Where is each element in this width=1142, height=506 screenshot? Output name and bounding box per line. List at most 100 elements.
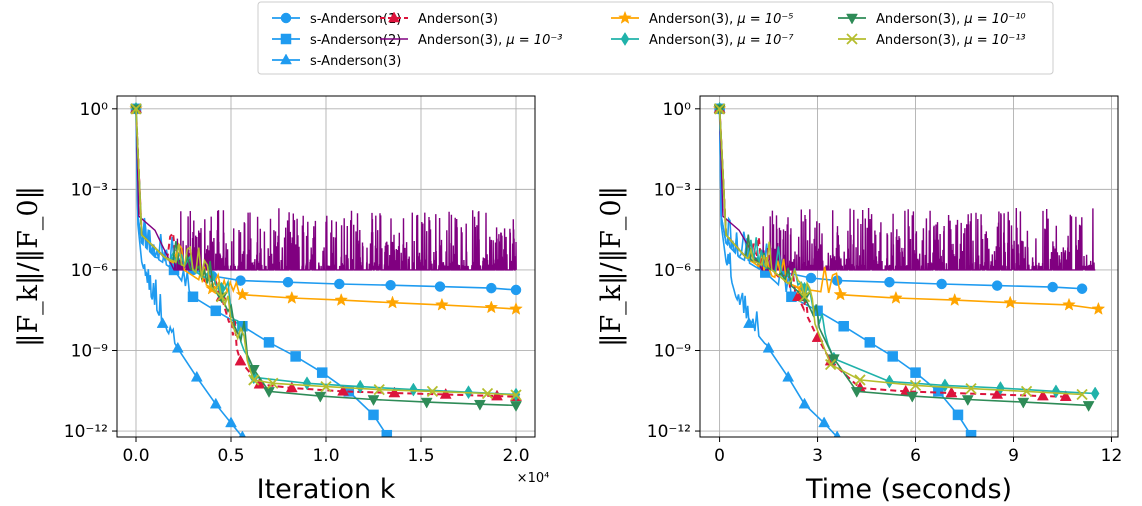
left-series-anderson-3-10-point-8 (367, 395, 380, 406)
right-axes-frame (699, 95, 1119, 438)
left-series-anderson-3-10-point-6 (302, 376, 312, 391)
left-series-s-anderson-3-point-4 (156, 317, 169, 328)
right-series-s-anderson-2-point-9 (887, 351, 898, 362)
left-series-anderson-3-10-point-0 (130, 103, 142, 115)
right-series-s-anderson-3-point-6 (782, 370, 795, 382)
left-series-anderson-3-10-point-11 (509, 301, 523, 315)
right-series-anderson-3-10-point-5 (824, 358, 837, 371)
legend-marker-anderson-3-10 (846, 33, 858, 45)
left-series-anderson-3-point-5 (234, 354, 247, 366)
legend-label-s-anderson-2: s-Anderson(2) (310, 33, 401, 48)
left-series-anderson-3-point-10 (439, 387, 452, 399)
left-y-tick-label-3: 10⁻⁹ (71, 341, 109, 361)
left-series-s-anderson-2-point-9 (290, 351, 301, 362)
left-y-tick-label-4: 10⁻¹² (64, 422, 108, 442)
left-series-anderson-3-10-point-9 (420, 397, 433, 409)
right-x-tick-label-4: 12 (1101, 446, 1123, 466)
left-series-anderson-3-10-point-11 (510, 401, 522, 412)
left-plot-area (129, 101, 523, 437)
right-series-anderson-3-10-point-5 (833, 287, 848, 301)
left-series-anderson-3-10-point-7 (320, 381, 332, 393)
right-y-tick-label-1: 10⁻³ (654, 180, 691, 200)
left-y-axis-label: ‖F_k‖/‖F_0‖ (13, 186, 44, 347)
right-series-anderson-3-10-line (718, 108, 1083, 396)
left-series-anderson-3-10-point-10 (484, 300, 499, 314)
right-y-tick-label-2: 10⁻⁶ (654, 261, 692, 281)
right-x-tick-label-0: 0 (714, 446, 725, 466)
right-series-s-anderson-2-point-8 (864, 337, 876, 348)
right-y-tick-label-3: 10⁻⁹ (654, 341, 692, 361)
left-series-s-anderson-1-point-12 (486, 282, 497, 294)
right-series-s-anderson-3-line (718, 108, 838, 437)
legend-marker-s-anderson-3 (280, 53, 292, 65)
right-series-s-anderson-1-point-9 (936, 278, 947, 290)
right-series-anderson-3-10-point-6 (889, 290, 903, 304)
right-series-anderson-3-10-point-10 (1076, 388, 1088, 401)
legend-marker-anderson-3 (388, 11, 400, 23)
right-x-tick-label-2: 6 (910, 446, 921, 466)
right-series-s-anderson-1-point-12 (1076, 283, 1088, 294)
left-series-anderson-3-point-7 (285, 381, 298, 393)
left-x-axis-label: Iteration k (257, 474, 396, 505)
right-series-anderson-3-10-point-6 (854, 374, 866, 386)
right-x-tick-label-3: 9 (1008, 446, 1019, 466)
left-x-tick-label-3: 1.5 (407, 446, 434, 466)
right-series-anderson-3-10-point-7 (906, 391, 919, 403)
right-series-anderson-3-10-point-9 (1017, 397, 1030, 409)
right-series-s-anderson-3-point-9 (833, 430, 841, 437)
left-series-anderson-3-10-point-11 (510, 389, 522, 401)
legend-label-anderson-3-10: Anderson(3), μ = 10⁻⁵ (649, 12, 793, 27)
left-series-s-anderson-1-point-9 (334, 278, 345, 290)
left-series-anderson-3-point-8 (337, 384, 350, 396)
left-x-tick-label-0: 0.0 (122, 446, 149, 466)
right-chart-panel: 0 3 6 9 12 10⁰ 10⁻³ 10⁻⁶ 10⁻⁹ 10⁻¹² Time (seconds)… (596, 95, 1123, 505)
right-series-anderson-3-point-9 (945, 386, 958, 398)
right-x-axis-label: Time (seconds) (805, 474, 1012, 505)
legend-label-anderson-3-10: Anderson(3), μ = 10⁻¹⁰ (876, 12, 1026, 27)
right-series-anderson-3-point-12 (1059, 390, 1072, 401)
legend-label-s-anderson-3: s-Anderson(3) (310, 54, 401, 69)
left-series-anderson-3-10-point-4 (215, 291, 228, 303)
legend-label-anderson-3-10: Anderson(3), μ = 10⁻³ (418, 33, 562, 48)
right-series-anderson-3-10-line (718, 108, 1099, 310)
legend-label-anderson-3: Anderson(3) (418, 12, 498, 27)
left-y-tick-label-0: 10⁰ (80, 100, 109, 120)
left-series-s-anderson-1-point-10 (385, 279, 396, 291)
legend-label-anderson-3-10: Anderson(3), μ = 10⁻¹³ (876, 33, 1026, 48)
left-series-s-anderson-1-point-8 (282, 276, 294, 288)
left-series-anderson-3-point-9 (388, 386, 401, 398)
left-x-tick-label-1: 0.5 (217, 446, 244, 466)
left-series-anderson-3-10-point-5 (235, 287, 250, 301)
left-series-anderson-3-10-point-9 (426, 385, 439, 398)
left-series-anderson-3-point-11 (491, 389, 503, 401)
left-series-anderson-3-10-point-5 (248, 374, 260, 386)
right-series-anderson-3-10-point-8 (961, 395, 974, 406)
left-series-s-anderson-1-point-11 (434, 281, 446, 292)
right-y-tick-label-4: 10⁻¹² (647, 422, 691, 442)
left-series-s-anderson-3-point-6 (190, 370, 203, 382)
right-series-s-anderson-1-point-11 (1047, 281, 1058, 293)
right-series-anderson-3-10-point-7 (940, 378, 950, 393)
right-plot-area (712, 101, 1106, 437)
left-series-s-anderson-2-point-12 (368, 409, 379, 421)
left-series-s-anderson-2-point-10 (316, 367, 328, 378)
left-series-s-anderson-3-point-9 (238, 430, 246, 437)
left-series-anderson-3-10-point-9 (435, 297, 449, 311)
left-chart-panel: 0.0 0.5 1.0 1.5 2.0 10⁰ 10⁻³ 10⁻⁶ 10⁻⁹ 10⁻¹² Itera… (13, 95, 549, 505)
legend-label-anderson-3-10: Anderson(3), μ = 10⁻⁷ (649, 33, 794, 48)
left-series-anderson-3-10-point-8 (373, 383, 385, 396)
right-series-anderson-3-10-point-6 (885, 374, 894, 389)
left-series-anderson-3-10-line (135, 108, 517, 271)
right-series-anderson-3-10-point-4 (798, 291, 811, 303)
right-series-s-anderson-1-point-10 (991, 280, 1003, 291)
left-series-anderson-3-10-point-5 (247, 365, 260, 376)
left-series-anderson-3-10-point-10 (473, 399, 486, 411)
right-series-anderson-3-10-point-0 (713, 103, 726, 115)
left-series-s-anderson-3-line (135, 108, 244, 437)
left-series-s-anderson-3-point-8 (225, 416, 237, 428)
right-series-s-anderson-3-point-5 (762, 341, 775, 353)
left-series-anderson-3-10-point-10 (481, 387, 494, 400)
left-series-s-anderson-2-point-13 (381, 429, 393, 437)
left-series-s-anderson-2-point-6 (210, 305, 222, 317)
right-series-anderson-3-10-line (718, 108, 1089, 407)
